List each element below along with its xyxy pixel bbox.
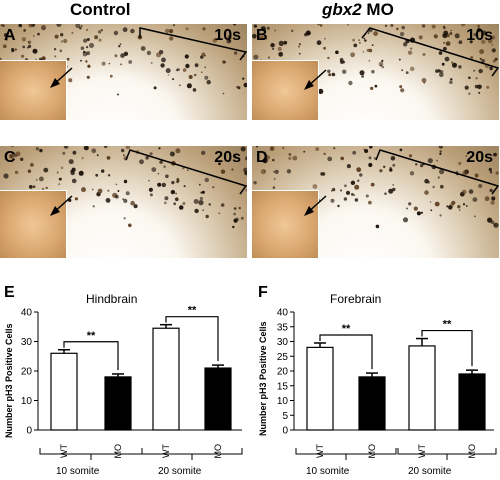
x-tick-label: MO [467,444,477,459]
bracket-arrow-overlay [304,149,499,216]
stage-label: 20s [214,149,241,166]
chart-letter-e: E [4,284,15,301]
significance-bracket [63,341,119,370]
micrograph-panel-a: A 10s [0,24,247,120]
y-tick-label: 10 [277,396,289,407]
gbx2-mo-column-title: gbx2 MO [322,0,394,20]
bar [204,367,232,431]
x-tick-label: WT [417,444,427,458]
bar [408,345,436,431]
x-tick-label: MO [113,444,123,459]
control-column-title: Control [70,0,131,19]
chart-title-forebrain: Forebrain [330,292,382,306]
y-tick-label: 30 [277,337,289,348]
bracket-arrow-overlay [304,27,499,90]
stage-label: 10s [466,27,493,44]
inset-magnification [0,60,67,120]
y-tick-label: 15 [277,381,289,392]
gbx2-gene-name: gbx2 [322,0,362,19]
micrograph-panel-c: C 20s [0,146,247,258]
significance-label: ** [342,323,351,335]
significance-bracket [165,316,219,362]
group-label-20-somite-e: 20 somite [158,466,202,477]
group-label-20-somite-f: 20 somite [408,466,452,477]
bar [50,352,78,431]
panel-letter: D [256,149,268,166]
x-tick-label: WT [315,444,325,458]
bar [306,346,334,431]
panel-letter: C [4,149,16,166]
inset-magnification [252,190,319,258]
bar [358,376,386,431]
y-tick-label: 5 [282,411,288,422]
y-tick-label: 20 [277,367,289,378]
bracket-arrow-overlay [50,27,247,88]
group-bracket [39,448,143,455]
chart-letter-f: F [258,284,268,301]
y-tick-label: 40 [21,308,33,319]
significance-bracket [421,329,473,367]
group-bracket [295,448,397,455]
y-tick-label: 30 [21,337,33,348]
stage-label: 10s [214,27,241,44]
significance-label: ** [443,319,452,331]
panel-letter: A [4,27,16,44]
x-tick-label: MO [367,444,377,459]
group-bracket [141,448,243,455]
micrograph-panel-d: D 20s [252,146,499,258]
hindbrain-bar-chart: 0 10 20 30 40 WT MO WT MO ** ** [21,305,243,460]
forebrain-bar-chart: 0 5 10 15 20 25 30 35 40 WT MO WT MO ** ** [277,308,497,460]
x-tick-label: MO [213,444,223,459]
y-tick-label: 0 [26,426,32,437]
mo-suffix: MO [361,0,394,19]
bar [458,373,486,431]
group-bracket [397,448,497,455]
inset-magnification [252,60,319,120]
significance-bracket [319,334,373,370]
inset-magnification [0,190,67,258]
x-tick-label: WT [59,444,69,458]
group-label-10-somite-e: 10 somite [56,466,100,477]
stage-label: 20s [466,149,493,166]
panel-letter: B [256,27,268,44]
significance-label: ** [87,330,96,342]
y-tick-label: 20 [21,367,33,378]
y-tick-label: 0 [282,426,288,437]
y-tick-label: 40 [277,308,289,319]
x-tick-label: WT [161,444,171,458]
y-tick-label: 10 [21,396,33,407]
group-label-10-somite-f: 10 somite [306,466,350,477]
significance-label: ** [188,305,197,317]
bar [152,327,180,431]
micrograph-panel-b: B 10s [252,24,499,120]
stained-nuclei [0,146,247,229]
bar [104,376,132,431]
y-tick-label: 35 [277,322,289,333]
bracket-arrow-overlay [50,149,247,216]
chart-title-hindbrain: Hindbrain [86,292,138,306]
y-tick-label: 25 [277,352,289,363]
